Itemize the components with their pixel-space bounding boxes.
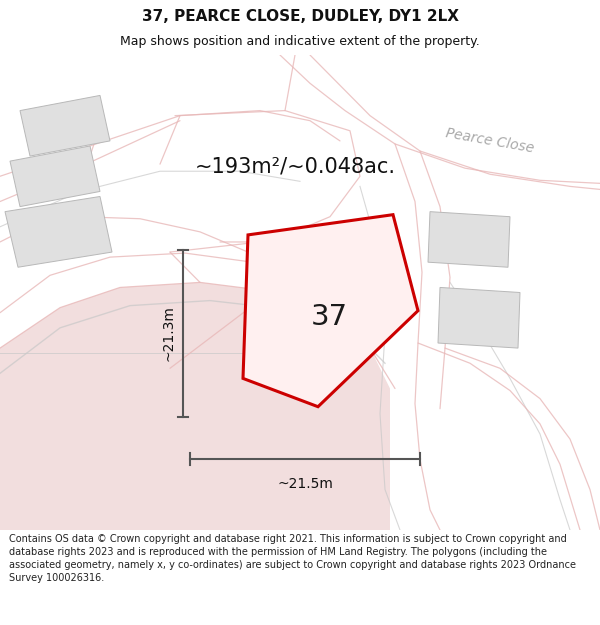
Polygon shape [270,282,375,363]
Polygon shape [438,288,520,348]
Polygon shape [0,282,390,530]
Text: ~193m²/~0.048ac.: ~193m²/~0.048ac. [194,156,395,176]
Polygon shape [428,212,510,268]
Text: ~21.3m: ~21.3m [161,306,175,361]
Polygon shape [243,214,418,407]
Text: 37: 37 [310,303,347,331]
Polygon shape [10,146,100,207]
Text: ~21.5m: ~21.5m [277,478,333,491]
Text: Pearce Close: Pearce Close [445,126,535,156]
Polygon shape [20,96,110,156]
Polygon shape [5,196,112,268]
Text: Contains OS data © Crown copyright and database right 2021. This information is : Contains OS data © Crown copyright and d… [9,534,576,583]
Text: Map shows position and indicative extent of the property.: Map shows position and indicative extent… [120,35,480,48]
Text: 37, PEARCE CLOSE, DUDLEY, DY1 2LX: 37, PEARCE CLOSE, DUDLEY, DY1 2LX [142,9,458,24]
